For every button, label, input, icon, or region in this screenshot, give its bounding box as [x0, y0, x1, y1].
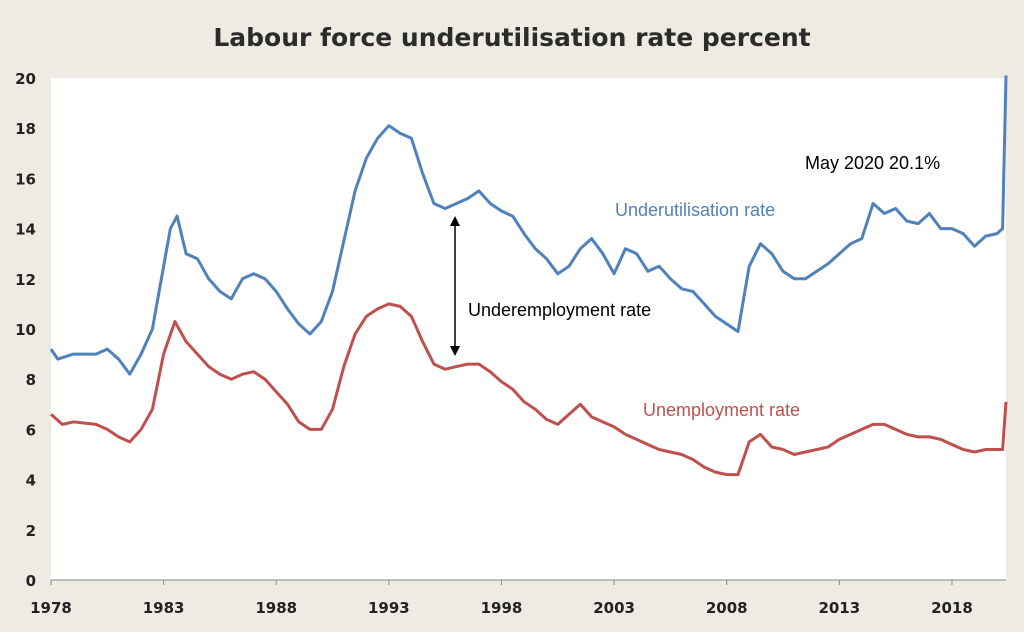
- x-tick-label: 2018: [931, 599, 973, 617]
- y-tick-label: 6: [26, 421, 36, 439]
- y-tick-label: 14: [15, 221, 36, 239]
- y-tick-label: 16: [15, 170, 36, 188]
- x-tick-label: 1993: [368, 599, 410, 617]
- x-tick-label: 1978: [30, 599, 72, 617]
- unemployment-rate-line: [50, 302, 1008, 477]
- y-tick-label: 18: [15, 120, 36, 138]
- x-tick-label: 2003: [593, 599, 635, 617]
- y-tick-label: 0: [26, 572, 36, 590]
- chart-title: Labour force underutilisation rate perce…: [213, 23, 810, 52]
- peak-annotation: May 2020 20.1%: [805, 153, 940, 173]
- y-tick-label: 20: [15, 70, 36, 88]
- x-tick-label: 2013: [818, 599, 860, 617]
- x-tick-label: 1983: [143, 599, 185, 617]
- y-tick-label: 8: [26, 371, 36, 389]
- y-tick-label: 12: [15, 271, 36, 289]
- underemployment-label: Underemployment rate: [468, 300, 651, 320]
- y-tick-label: 4: [26, 472, 36, 490]
- underutilisation-label: Underutilisation rate: [615, 200, 775, 220]
- x-tick-label: 1998: [481, 599, 523, 617]
- unemployment-label: Unemployment rate: [643, 400, 800, 420]
- plot-area: [51, 78, 1006, 580]
- arrow-head-up: [450, 216, 460, 226]
- x-tick-label: 2008: [706, 599, 748, 617]
- arrow-head-down: [450, 346, 460, 356]
- y-tick-label: 2: [26, 522, 36, 540]
- underutilisation-rate-line: [49, 75, 1008, 376]
- x-tick-label: 1988: [255, 599, 297, 617]
- y-tick-label: 10: [15, 321, 36, 339]
